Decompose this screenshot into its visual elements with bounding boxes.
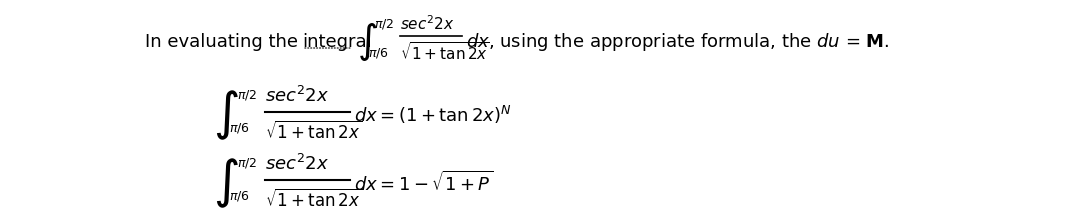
Text: $\pi/6$: $\pi/6$ (368, 46, 389, 60)
Text: $\pi/2$: $\pi/2$ (237, 156, 257, 170)
Text: $\mathit{sec}^2 2x$: $\mathit{sec}^2 2x$ (400, 15, 455, 33)
Text: $dx$, using the appropriate formula, the $du$ = $\mathbf{M}$.: $dx$, using the appropriate formula, the… (465, 31, 890, 53)
Text: $\pi/2$: $\pi/2$ (374, 17, 394, 31)
Text: $\pi/2$: $\pi/2$ (237, 88, 257, 102)
Text: $\sqrt{1+\tan 2x}$: $\sqrt{1+\tan 2x}$ (265, 121, 362, 143)
Text: $\int$: $\int$ (357, 21, 377, 63)
Text: In evaluating the: In evaluating the (145, 33, 303, 51)
Text: $dx = (1 + \tan 2x)^N$: $dx = (1 + \tan 2x)^N$ (354, 104, 512, 126)
Text: $\mathit{sec}^2 2x$: $\mathit{sec}^2 2x$ (265, 154, 329, 174)
Text: integral: integral (302, 33, 372, 51)
Text: $\mathit{sec}^2 2x$: $\mathit{sec}^2 2x$ (265, 86, 329, 106)
Text: $\int$: $\int$ (213, 156, 239, 210)
Text: $\pi/6$: $\pi/6$ (229, 189, 249, 203)
Text: $dx = 1 - \sqrt{1 + P}$: $dx = 1 - \sqrt{1 + P}$ (354, 171, 494, 195)
Text: $\sqrt{1+\tan 2x}$: $\sqrt{1+\tan 2x}$ (265, 189, 362, 211)
Text: $\pi/6$: $\pi/6$ (229, 121, 249, 135)
Text: $\int$: $\int$ (213, 88, 239, 142)
Text: $\sqrt{1+\tan 2x}$: $\sqrt{1+\tan 2x}$ (400, 41, 490, 63)
